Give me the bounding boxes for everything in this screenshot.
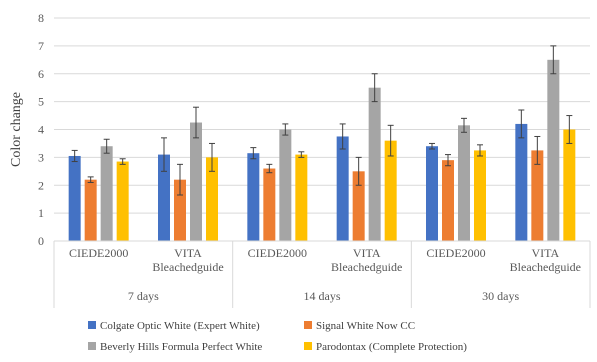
- bar: [116, 161, 129, 241]
- bar: [263, 168, 276, 241]
- y-tick-label: 2: [38, 178, 44, 192]
- legend-label: Parodontax (Complete Protection): [316, 341, 467, 353]
- legend-swatch: [88, 321, 96, 329]
- y-tick-label: 0: [38, 234, 44, 248]
- group-label: 30 days: [482, 289, 519, 303]
- bar: [352, 171, 365, 241]
- legend-label: Colgate Optic White (Expert White): [100, 320, 260, 332]
- category-label: VITA: [174, 246, 202, 260]
- bar: [68, 155, 81, 241]
- bar: [442, 160, 454, 241]
- group-label: 14 days: [304, 289, 341, 303]
- y-tick-label: 7: [38, 39, 44, 53]
- bar: [84, 179, 97, 241]
- legend-swatch: [304, 342, 312, 350]
- bar: [547, 59, 560, 241]
- legend-swatch: [304, 321, 312, 329]
- category-label: VITA: [353, 246, 381, 260]
- bar: [336, 136, 349, 241]
- y-tick-label: 1: [38, 206, 44, 220]
- bar: [563, 129, 576, 241]
- bar: [474, 150, 486, 241]
- bar: [279, 129, 292, 241]
- category-label: CIEDE2000: [426, 246, 485, 260]
- group-label: 7 days: [128, 289, 159, 303]
- bar: [100, 146, 113, 241]
- y-axis-title: Color change: [9, 92, 24, 167]
- bar: [458, 125, 470, 241]
- category-label: Bleachedguide: [331, 260, 402, 274]
- bar: [531, 150, 544, 241]
- y-tick-label: 4: [38, 123, 44, 137]
- legend-label: Beverly Hills Formula Perfect White: [100, 341, 262, 353]
- y-tick-label: 3: [38, 150, 44, 164]
- y-tick-label: 8: [38, 11, 44, 25]
- bar: [384, 140, 397, 241]
- bar: [368, 87, 381, 241]
- category-label: Bleachedguide: [152, 260, 223, 274]
- bar: [515, 123, 528, 241]
- bar: [158, 154, 170, 241]
- y-tick-label: 5: [38, 95, 44, 109]
- legend-label: Signal White Now CC: [316, 320, 415, 332]
- category-label: VITA: [531, 246, 559, 260]
- category-label: CIEDE2000: [69, 246, 128, 260]
- category-label: CIEDE2000: [248, 246, 307, 260]
- y-tick-label: 6: [38, 67, 44, 81]
- bar: [426, 146, 438, 241]
- bar: [295, 154, 308, 241]
- bar: [247, 153, 260, 241]
- bar: [206, 157, 218, 241]
- bar: [190, 122, 202, 241]
- legend-swatch: [88, 342, 96, 350]
- category-label: Bleachedguide: [510, 260, 581, 274]
